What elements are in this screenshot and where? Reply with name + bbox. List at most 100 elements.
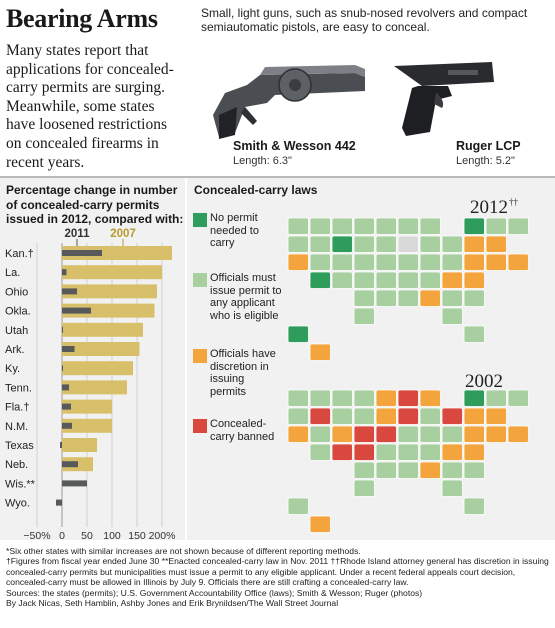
state-nd [353,217,375,235]
state-sd [353,407,375,425]
state-va [419,271,441,289]
legend-swatch-shall-issue [193,273,207,287]
category-label: N.M. [5,421,28,433]
state-wv [419,425,441,443]
state-il [397,407,419,425]
bar-2011 [62,288,77,295]
category-label: Tenn. [5,382,32,394]
state-id [309,389,331,407]
category-label: Ky. [5,363,20,375]
legend-swatch-no-permit [193,213,207,227]
bar-2007 [62,418,112,433]
state-vt [463,389,485,407]
state-ga [441,307,463,325]
state-md [441,271,463,289]
legend-label-shall-issue: Officials must issue permit to any appli… [210,272,282,322]
legend-label-no-permit: No permit needed to carry [210,212,259,249]
state-ct [485,425,507,443]
legend-label-may-issue: Officials have discretion in issuing per… [210,348,276,398]
state-oh [441,407,463,425]
gun2-name: Ruger LCP [456,139,521,153]
headline: Bearing Arms [6,4,158,33]
state-ak [287,497,309,515]
category-label: Texas [5,440,34,452]
x-tick-label: 0 [59,530,65,540]
bar-2011 [62,346,75,352]
x-tick-label: 50 [81,530,93,540]
state-in [419,407,441,425]
bar-2007 [62,399,112,414]
state-or [287,407,309,425]
bar-2011 [62,384,69,391]
state-ok [353,461,375,479]
bar-2007 [62,246,172,260]
state-tn [397,443,419,461]
category-label: Ark. [5,344,25,356]
footnotes: *Six other states with similar increases… [6,546,551,608]
state-pa [441,253,463,271]
bar-2011 [62,403,71,410]
state-ut [309,425,331,443]
state-ma [485,407,507,425]
state-az [309,271,331,289]
x-tick-label: −50% [23,530,50,540]
state-nj [463,425,485,443]
map-year-2012: 2012†† [470,197,518,218]
state-vt [463,217,485,235]
state-ma [485,235,507,253]
state-la [375,461,397,479]
state-ky [397,253,419,271]
state-ky [397,425,419,443]
category-label: Utah [5,325,28,337]
category-label: Wyo. [5,498,30,510]
category-label: La. [5,267,20,279]
state-al [419,461,441,479]
bar-2007 [62,342,140,356]
bar-2011 [62,422,72,429]
legend-2007: 2007 [110,228,136,240]
state-mo [375,253,397,271]
gun2-length: Length: 5.2" [456,155,515,167]
state-ri [507,425,529,443]
bar-chart-panel [0,178,185,540]
state-co [331,253,353,271]
state-mt [331,217,353,235]
legend-swatch-may-issue [193,349,207,363]
state-nv [309,407,331,425]
state-nh [485,389,507,407]
state-ms [397,461,419,479]
state-me [507,217,529,235]
section-divider [0,176,555,178]
state-ny [463,235,485,253]
gun1-name: Smith & Wesson 442 [233,139,356,153]
us-map-2012 [287,217,529,361]
state-nc [441,461,463,479]
bar-chart-title: Percentage change in number of concealed… [6,183,184,226]
state-id [309,217,331,235]
state-ia [375,235,397,253]
state-wy [331,235,353,253]
state-fl [463,497,485,515]
footnote-2: †Figures from fiscal year ended June 30 … [6,556,549,588]
state-mn [375,217,397,235]
state-wy [331,407,353,425]
map-title: Concealed-carry laws [194,183,318,197]
bar-2011 [62,480,87,487]
state-wi [397,217,419,235]
state-wi [397,389,419,407]
state-fl [463,325,485,343]
category-label: Okla. [5,306,31,318]
state-sd [353,235,375,253]
state-me [507,389,529,407]
footnote-sources: Sources: the states (permits); U.S. Gove… [6,587,423,598]
state-nc [441,289,463,307]
state-ar [375,443,397,461]
guns-caption: Small, light guns, such as snub-nosed re… [201,6,528,34]
state-ny [463,407,485,425]
state-nv [309,235,331,253]
bar-chart: −50% 0 50 100 150 200% 2011 2007 Kan.† La. Ohio Okl… [5,228,175,540]
bar-2007 [62,438,97,452]
state-ok [353,289,375,307]
state-mt [331,389,353,407]
category-label: Fla.† [5,402,29,414]
